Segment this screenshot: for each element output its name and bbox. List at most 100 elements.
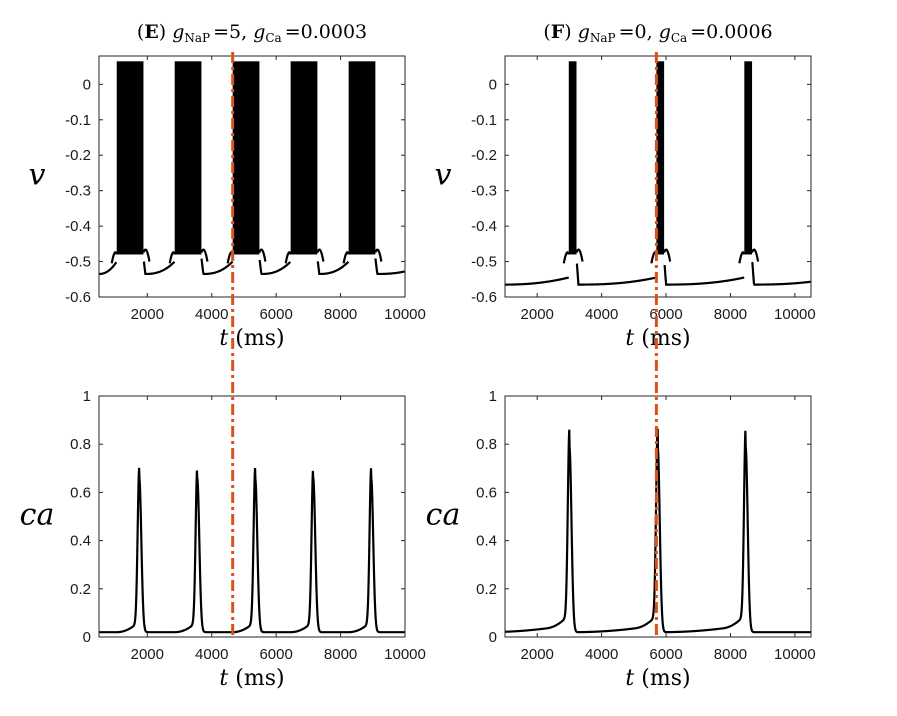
y-tick-label: 0.2 (70, 581, 91, 598)
x-tick-label: 10000 (774, 646, 816, 663)
y-tick-label: 0.4 (476, 533, 497, 550)
y-tick-label: -0.6 (65, 289, 91, 306)
burst-1 (568, 61, 577, 255)
x-tick-label: 2000 (131, 646, 164, 663)
y-axis-label: v (29, 158, 46, 193)
title-letter: E (144, 21, 158, 43)
x-axis-label-space (634, 666, 641, 691)
burst-offset (200, 248, 209, 262)
burst-3 (744, 61, 753, 255)
y-tick-label: 0.8 (476, 436, 497, 453)
y-tick-label: -0.2 (471, 147, 497, 164)
y-tick-label: -0.3 (65, 183, 91, 200)
x-axis-label: t (ms) (219, 326, 284, 351)
x-tick-label: 8000 (324, 306, 357, 323)
burst-offset (258, 248, 267, 262)
plot-area (505, 428, 811, 634)
burst-onset (110, 251, 118, 264)
x-axis-label-unit: (ms) (641, 666, 690, 691)
burst-offset (142, 248, 151, 262)
burst-offset (374, 248, 383, 262)
y-tick-label: 0.4 (70, 533, 91, 550)
title-g1-val: =0, (619, 21, 653, 43)
burst-offset (751, 248, 760, 262)
x-tick-label: 4000 (195, 646, 228, 663)
burst-4 (290, 61, 318, 255)
x-axis-label-var: t (219, 326, 228, 351)
title-close: ) (564, 21, 577, 43)
x-axis-label-var: t (219, 666, 228, 691)
x-tick-label: 2000 (131, 306, 164, 323)
panel-title: (F) gNaP =0, gCa =0.0006 (543, 21, 772, 45)
x-tick-label: 4000 (585, 646, 618, 663)
y-tick-label: -0.4 (471, 218, 497, 235)
y-tick-label: -0.5 (65, 254, 91, 271)
x-tick-label: 8000 (714, 646, 747, 663)
y-tick-label: 0 (83, 76, 91, 93)
y-tick-label: 0.6 (70, 484, 91, 501)
panel-E-voltage: 2000 4000 6000 8000 10000 0 -0.1 -0.2 -0.3 -0.4 -0… (29, 55, 426, 351)
calcium-trace (99, 467, 405, 634)
calcium-trace (505, 428, 811, 634)
axes-box (98, 55, 406, 298)
y-tick-label: 0 (489, 76, 497, 93)
title-g1: g (172, 21, 184, 43)
panel-title: (E) gNaP =5, gCa =0.0003 (137, 21, 367, 45)
axes-box (504, 55, 812, 298)
axes-box (98, 395, 406, 638)
burst-3 (232, 61, 260, 255)
y-axis-label: ca (20, 498, 55, 533)
x-tick-label: 10000 (384, 646, 426, 663)
voltage-trace (505, 262, 811, 286)
panel-E-calcium: 2000 4000 6000 8000 10000 0 0.2 0.4 0.6 0.8 1 ca t (… (20, 388, 426, 691)
burst-onset (168, 251, 176, 264)
burst-offset (316, 248, 325, 262)
x-axis-label-unit: (ms) (235, 666, 284, 691)
y-tick-label: -0.1 (471, 112, 497, 129)
y-tick-label: -0.2 (65, 147, 91, 164)
burst-1 (116, 61, 144, 255)
y-tick-label: -0.1 (65, 112, 91, 129)
x-axis-label: t (ms) (219, 666, 284, 691)
y-tick-label: -0.6 (471, 289, 497, 306)
y-tick-label: 0.2 (476, 581, 497, 598)
title-g1-sub: NaP (184, 31, 210, 45)
x-axis-label-var: t (625, 666, 634, 691)
title-g2-val: =0.0003 (285, 21, 367, 43)
x-axis-label-unit: (ms) (641, 326, 690, 351)
x-tick-label: 6000 (259, 306, 292, 323)
y-tick-label: -0.5 (471, 254, 497, 271)
title-g2-sub: Ca (265, 31, 281, 45)
y-tick-label: 1 (83, 388, 91, 405)
x-tick-label: 6000 (259, 646, 292, 663)
x-tick-label: 10000 (774, 306, 816, 323)
title-g2-sub: Ca (671, 31, 687, 45)
panel-F-voltage: 2000 4000 6000 8000 10000 0 -0.1 -0.2 -0.3 -0.4 -0… (435, 55, 816, 351)
burst-onset (562, 251, 570, 264)
plot-area (99, 467, 405, 634)
y-axis-label: ca (426, 498, 461, 533)
voltage-trace (99, 258, 405, 276)
title-close: ) (159, 21, 172, 43)
y-tick-label: 0.6 (476, 484, 497, 501)
x-axis-label: t (ms) (625, 326, 690, 351)
x-tick-label: 4000 (195, 306, 228, 323)
y-tick-label: -0.4 (65, 218, 91, 235)
burst-offset (663, 248, 672, 262)
title-g2: g (659, 21, 671, 43)
burst-2 (174, 61, 202, 255)
burst-offset (575, 248, 584, 262)
title-g2-val: =0.0006 (690, 21, 772, 43)
y-tick-label: 0 (83, 629, 91, 646)
burst-onset (342, 251, 350, 264)
title-g1-sub: NaP (590, 31, 616, 45)
title-g1: g (578, 21, 590, 43)
plot-area (99, 61, 405, 276)
y-axis-label: v (435, 158, 452, 193)
title-letter: F (551, 21, 565, 43)
x-tick-label: 4000 (585, 306, 618, 323)
y-tick-label: 0.8 (70, 436, 91, 453)
x-tick-label: 6000 (649, 306, 682, 323)
title-open: ( (543, 21, 550, 43)
